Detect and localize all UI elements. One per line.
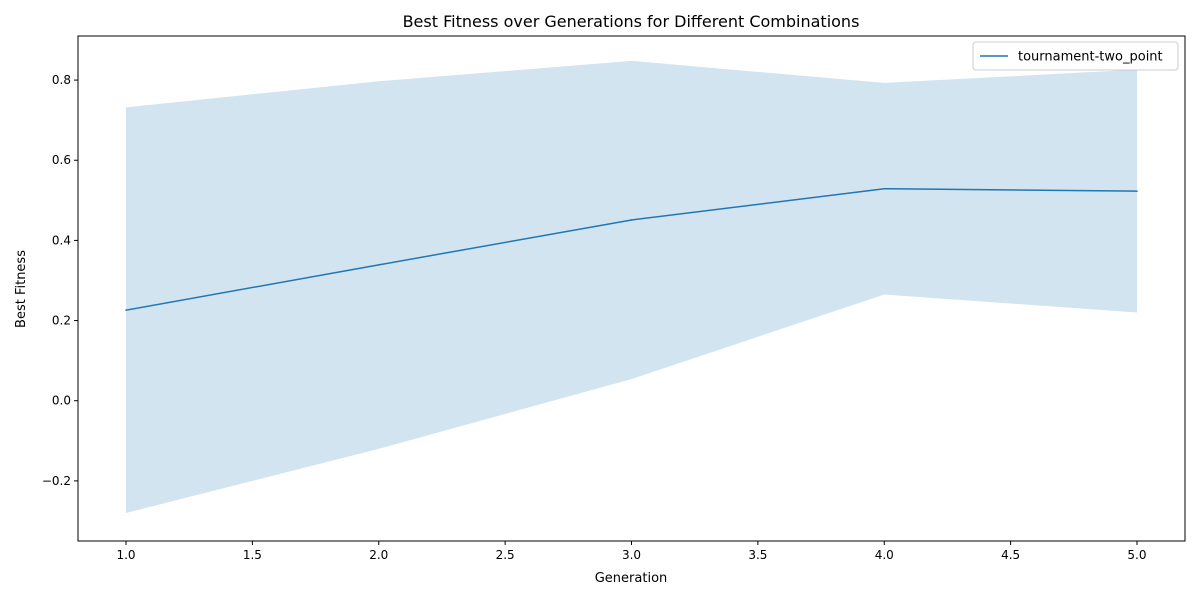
- x-tick-label: 1.5: [243, 548, 262, 562]
- y-tick-label: 0.4: [52, 233, 71, 247]
- legend: tournament-two_point: [972, 41, 1179, 71]
- chart-title: Best Fitness over Generations for Differ…: [403, 12, 860, 31]
- x-axis-ticks: 1.0 1.5 2.0 2.5 3.0 3.5 4.0 4.5 5.0: [116, 541, 1147, 562]
- series-0-band: [126, 60, 1137, 513]
- legend-label: tournament-two_point: [1018, 50, 1163, 65]
- y-tick-label: 0.2: [52, 314, 71, 328]
- y-tick-label: −0.2: [42, 474, 71, 488]
- x-tick-label: 4.0: [875, 548, 894, 562]
- x-tick-label: 4.5: [1001, 548, 1020, 562]
- series-0-point: [125, 309, 127, 311]
- series-0-point: [378, 264, 380, 266]
- x-tick-label: 5.0: [1127, 548, 1146, 562]
- y-axis-label: Best Fitness: [14, 250, 29, 328]
- y-tick-label: 0.0: [52, 394, 71, 408]
- plot-area: [125, 60, 1138, 513]
- y-axis-ticks: −0.2 0.0 0.2 0.4 0.6 0.8: [42, 73, 78, 488]
- x-tick-label: 2.0: [369, 548, 388, 562]
- y-tick-label: 0.8: [52, 73, 71, 87]
- x-tick-label: 3.5: [748, 548, 767, 562]
- x-tick-label: 3.0: [622, 548, 641, 562]
- x-tick-label: 2.5: [496, 548, 515, 562]
- series-0-point: [1136, 190, 1138, 192]
- y-tick-label: 0.6: [52, 153, 71, 167]
- x-axis-label: Generation: [595, 571, 668, 586]
- series-0-point: [883, 187, 885, 190]
- series-0-point: [630, 219, 633, 221]
- x-tick-label: 1.0: [116, 548, 135, 562]
- axes-frame: [77, 35, 1186, 542]
- legend-box: [972, 41, 1179, 71]
